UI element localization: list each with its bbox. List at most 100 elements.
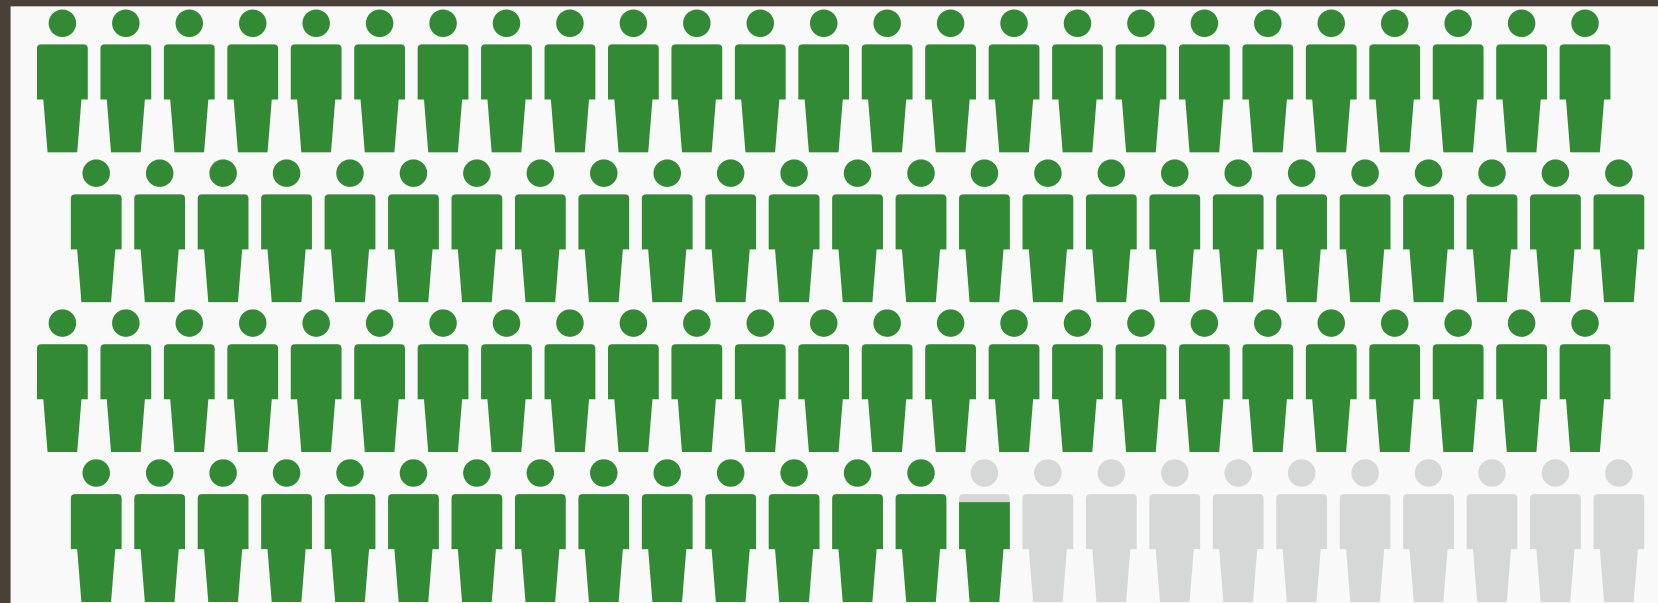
empty-icon bbox=[1530, 459, 1581, 603]
filled-icon bbox=[895, 459, 947, 603]
filled-icon bbox=[1115, 309, 1167, 453]
filled-icon bbox=[1496, 9, 1547, 153]
filled-icon bbox=[608, 9, 659, 153]
filled-icon bbox=[388, 459, 439, 603]
filled-icon bbox=[1496, 309, 1547, 453]
filled-icon bbox=[227, 309, 279, 453]
filled-icon bbox=[261, 459, 312, 603]
filled-icon bbox=[1403, 159, 1454, 303]
filled-icon bbox=[641, 159, 693, 303]
filled-icon bbox=[671, 309, 723, 453]
filled-icon bbox=[798, 9, 850, 153]
filled-icon bbox=[959, 502, 1010, 603]
filled-icon bbox=[163, 309, 215, 453]
empty-icon bbox=[1085, 459, 1137, 603]
filled-icon bbox=[514, 459, 566, 603]
filled-icon bbox=[1022, 159, 1074, 303]
filled-icon bbox=[1212, 159, 1264, 303]
filled-icon bbox=[1432, 309, 1484, 453]
filled-icon bbox=[1115, 9, 1167, 153]
filled-icon bbox=[261, 159, 312, 303]
filled-icon bbox=[1276, 159, 1328, 303]
filled-icon bbox=[768, 159, 820, 303]
empty-icon bbox=[1403, 459, 1454, 603]
filled-icon bbox=[832, 159, 883, 303]
filled-icon bbox=[227, 9, 279, 153]
empty-icon bbox=[1339, 459, 1391, 603]
filled-icon bbox=[1559, 9, 1611, 153]
filled-icon bbox=[988, 9, 1040, 153]
filled-icon bbox=[734, 309, 786, 453]
filled-icon bbox=[1369, 9, 1421, 153]
filled-icon bbox=[354, 309, 405, 453]
filled-icon bbox=[734, 9, 786, 153]
filled-icon bbox=[988, 309, 1040, 453]
filled-icon bbox=[1178, 9, 1230, 153]
filled-icon bbox=[895, 159, 947, 303]
filled-icon bbox=[1466, 159, 1518, 303]
filled-icon bbox=[1559, 309, 1611, 453]
filled-icon bbox=[417, 9, 469, 153]
filled-icon bbox=[641, 459, 693, 603]
filled-icon bbox=[324, 459, 376, 603]
filled-icon bbox=[70, 459, 122, 603]
filled-icon bbox=[671, 9, 723, 153]
empty-icon bbox=[1593, 459, 1645, 603]
filled-icon bbox=[451, 159, 503, 303]
filled-icon bbox=[290, 309, 342, 453]
filled-icon bbox=[417, 309, 469, 453]
filled-icon bbox=[1305, 9, 1357, 153]
filled-icon bbox=[1085, 159, 1137, 303]
filled-icon bbox=[514, 159, 566, 303]
filled-icon bbox=[481, 309, 532, 453]
filled-icon bbox=[608, 309, 659, 453]
filled-icon bbox=[861, 9, 913, 153]
filled-icon bbox=[134, 459, 186, 603]
filled-icon bbox=[37, 309, 88, 453]
filled-icon bbox=[1369, 309, 1421, 453]
filled-icon bbox=[578, 459, 630, 603]
filled-icon bbox=[70, 159, 122, 303]
filled-icon bbox=[1305, 309, 1357, 453]
empty-icon bbox=[1149, 459, 1201, 603]
filled-icon bbox=[1052, 9, 1103, 153]
filled-icon bbox=[1242, 9, 1294, 153]
filled-icon bbox=[768, 459, 820, 603]
filled-icon bbox=[1242, 309, 1294, 453]
filled-icon bbox=[1593, 159, 1645, 303]
filled-icon bbox=[354, 9, 405, 153]
filled-icon bbox=[832, 459, 883, 603]
filled-icon bbox=[861, 309, 913, 453]
filled-icon bbox=[1339, 159, 1391, 303]
filled-icon bbox=[1149, 159, 1201, 303]
filled-icon bbox=[1178, 309, 1230, 453]
filled-icon bbox=[100, 309, 152, 453]
empty-icon bbox=[1022, 459, 1074, 603]
filled-icon bbox=[544, 9, 596, 153]
filled-icons bbox=[37, 9, 1645, 603]
filled-icon bbox=[925, 309, 976, 453]
filled-icon bbox=[798, 309, 850, 453]
filled-icon bbox=[163, 9, 215, 153]
filled-icon bbox=[578, 159, 630, 303]
filled-icon bbox=[37, 9, 88, 153]
filled-icon bbox=[388, 159, 439, 303]
filled-icon bbox=[197, 459, 249, 603]
filled-icon bbox=[100, 9, 152, 153]
empty-icon bbox=[1212, 459, 1264, 603]
filled-icon bbox=[1432, 9, 1484, 153]
filled-icon bbox=[481, 9, 532, 153]
filled-icon bbox=[451, 459, 503, 603]
filled-icon bbox=[705, 159, 757, 303]
filled-icon bbox=[290, 9, 342, 153]
filled-icon bbox=[959, 159, 1010, 303]
filled-icon bbox=[1530, 159, 1581, 303]
filled-icon bbox=[544, 309, 596, 453]
empty-icon bbox=[1466, 459, 1518, 603]
filled-icon bbox=[324, 159, 376, 303]
filled-icon bbox=[134, 159, 186, 303]
filled-icon bbox=[705, 459, 757, 603]
filled-icon bbox=[197, 159, 249, 303]
